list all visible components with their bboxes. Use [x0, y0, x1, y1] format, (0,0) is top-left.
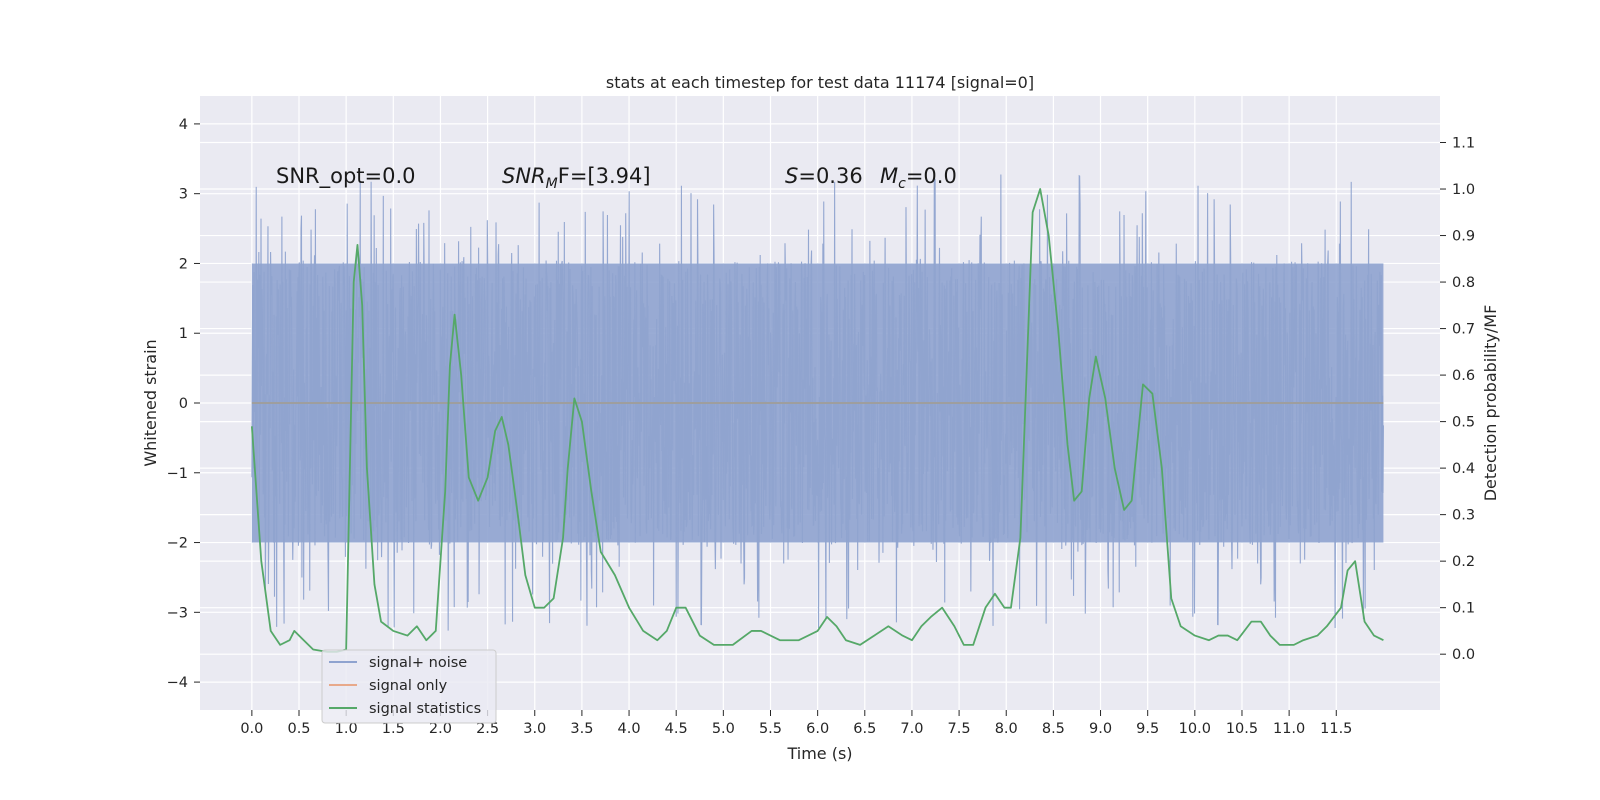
y-right-tick-label: 0.7 — [1452, 322, 1475, 338]
y-right-tick-label: 0.6 — [1452, 368, 1475, 384]
x-tick-label: 6.0 — [806, 721, 829, 737]
y-right-tick-label: 1.0 — [1452, 182, 1475, 198]
y-tick-label: 1 — [179, 326, 188, 342]
x-tick-label: 5.0 — [712, 721, 735, 737]
y-tick-label: −2 — [167, 536, 188, 552]
y-tick-label: −3 — [167, 605, 188, 621]
annotation-mc-value: =0.0 — [906, 164, 957, 188]
y-right-tick-label: 0.1 — [1452, 601, 1475, 617]
y-tick-label: −4 — [167, 675, 188, 691]
annotation-snr-opt: SNR_opt=0.0 — [276, 164, 416, 189]
y-axis-ticks: −4 −3 −2 −1 0 1 2 3 4 — [167, 117, 200, 691]
y-right-tick-label: 0.5 — [1452, 415, 1475, 431]
legend-box — [321, 649, 497, 724]
annotation-snr-mf-main: SNR — [502, 164, 546, 188]
x-tick-label: 5.5 — [759, 721, 782, 737]
y-right-tick-label: 0.3 — [1452, 508, 1475, 524]
annotation-snr-mf-sub: M — [546, 176, 558, 192]
y-right-axis-ticks: 0.0 0.1 0.2 0.3 0.4 0.5 0.6 0.7 0.8 0.9 1.0 1.1 — [1440, 136, 1475, 663]
x-tick-label: 3.0 — [523, 721, 546, 737]
annotation-snr-mf-rest: F=[3.94] — [558, 164, 651, 188]
y-right-tick-label: 0.2 — [1452, 554, 1475, 570]
y-right-tick-label: 0.4 — [1452, 461, 1475, 477]
legend-label-signal-only: signal only — [369, 678, 448, 694]
y-tick-label: 4 — [179, 117, 188, 133]
y-right-tick-label: 0.0 — [1452, 647, 1475, 663]
x-tick-label: 9.5 — [1136, 721, 1159, 737]
x-tick-label: 1.5 — [382, 721, 405, 737]
x-axis-ticks: 0.0 0.5 1.0 1.5 2.0 2.5 3.0 3.5 4.0 4.5 5.0 5.5 6.0 6… — [240, 710, 1352, 737]
chart-title: stats at each timestep for test data 111… — [606, 73, 1034, 92]
x-tick-label: 8.5 — [1042, 721, 1065, 737]
x-tick-label: 2.0 — [429, 721, 452, 737]
x-tick-label: 3.5 — [570, 721, 593, 737]
x-tick-label: 0.5 — [287, 721, 310, 737]
x-tick-label: 11.5 — [1320, 721, 1352, 737]
x-tick-label: 9.0 — [1089, 721, 1112, 737]
y-right-tick-label: 0.8 — [1452, 275, 1475, 291]
y-right-tick-label: 0.9 — [1452, 229, 1475, 245]
legend-label-noise: signal+ noise — [369, 655, 467, 671]
x-tick-label: 7.0 — [900, 721, 923, 737]
x-tick-label: 4.5 — [665, 721, 688, 737]
y-tick-label: 2 — [179, 256, 188, 272]
y-tick-label: 0 — [179, 396, 188, 412]
x-tick-label: 10.5 — [1226, 721, 1258, 737]
x-tick-label: 6.5 — [853, 721, 876, 737]
x-tick-label: 4.0 — [618, 721, 641, 737]
annotation-mc-sub: c — [898, 176, 906, 192]
statistics-series — [250, 188, 1384, 653]
legend: signal+ noise signal only signal statist… — [321, 649, 497, 724]
noise-trace — [251, 174, 1384, 631]
x-tick-label: 11.0 — [1273, 721, 1305, 737]
legend-label-statistics: signal statistics — [369, 701, 481, 717]
x-tick-label: 0.0 — [240, 721, 263, 737]
x-axis-label: Time (s) — [786, 744, 852, 763]
x-tick-label: 7.5 — [948, 721, 971, 737]
x-tick-label: 1.0 — [335, 721, 358, 737]
annotation-s: S=0.36 — [785, 164, 863, 188]
x-tick-label: 10.0 — [1179, 721, 1211, 737]
x-tick-label: 8.0 — [995, 721, 1018, 737]
statistics-line — [250, 188, 1384, 653]
annotation-s-value: =0.36 — [798, 164, 862, 188]
annotation-s-symbol: S — [785, 164, 798, 188]
y-tick-label: 3 — [179, 187, 188, 203]
y-axis-label: Whitened strain — [141, 339, 160, 466]
x-tick-label: 2.5 — [476, 721, 499, 737]
y-right-tick-label: 1.1 — [1452, 136, 1475, 152]
annotation-snr-mf: SNRMF=[3.94] — [502, 164, 651, 192]
annotation-mc: Mc=0.0 — [880, 164, 957, 192]
y-right-axis-label: Detection probability/MF — [1481, 305, 1500, 502]
y-tick-label: −1 — [167, 466, 188, 482]
annotation-mc-symbol: M — [880, 164, 898, 188]
